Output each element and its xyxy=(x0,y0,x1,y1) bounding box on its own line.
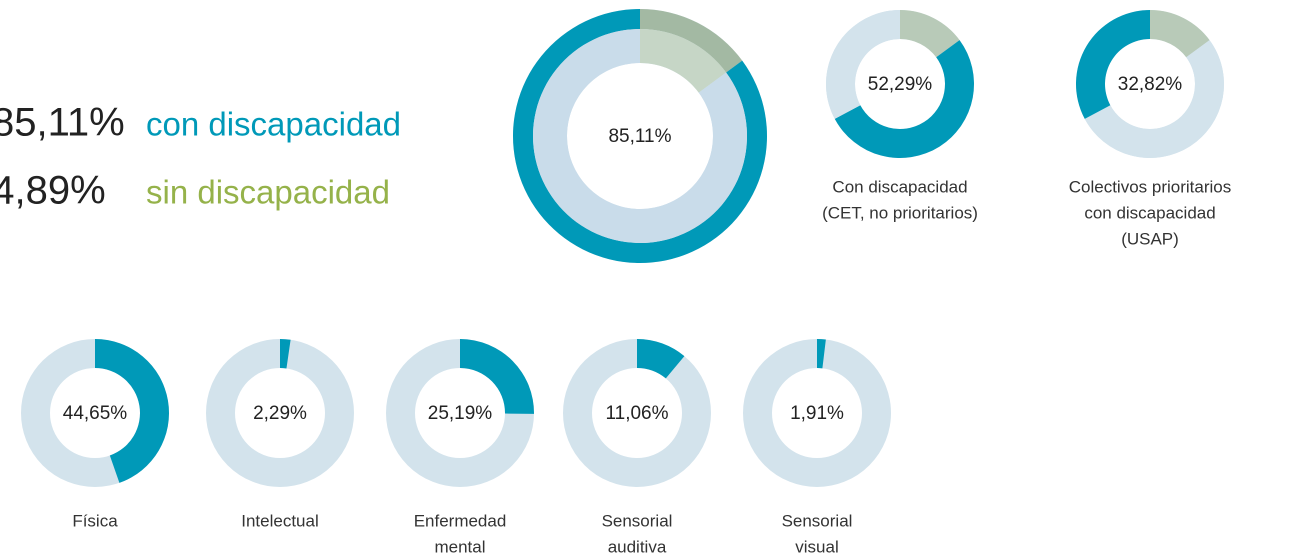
donut-segment xyxy=(834,40,975,159)
donut-segment xyxy=(1150,10,1210,58)
caption: visual xyxy=(795,537,838,556)
caption: con discapacidad xyxy=(1084,203,1215,222)
caption: Colectivos prioritarios xyxy=(1069,177,1232,196)
donut-segment xyxy=(640,9,743,73)
donut-segment xyxy=(460,339,535,414)
center-label: 11,06% xyxy=(605,403,668,424)
center-label: 32,82% xyxy=(1118,74,1183,95)
caption: mental xyxy=(434,537,485,556)
donut-segment xyxy=(1084,40,1225,159)
caption: Física xyxy=(72,511,118,530)
donut-segment xyxy=(280,339,291,369)
caption: (USAP) xyxy=(1121,229,1179,248)
donut-segment xyxy=(637,339,685,379)
caption: auditiva xyxy=(608,537,667,556)
summary-value: 14,89% xyxy=(0,169,106,213)
center-label: 2,29% xyxy=(253,403,307,424)
donut-segment xyxy=(826,10,900,119)
caption: Intelectual xyxy=(241,511,319,530)
summary-label: sin discapacidad xyxy=(146,174,390,211)
donut-segment xyxy=(817,339,826,369)
center-label: 1,91% xyxy=(790,403,844,424)
donut-segment-inner xyxy=(533,29,747,243)
donut-segment xyxy=(1076,10,1150,119)
center-label: 85,11% xyxy=(608,126,671,147)
donut-segment-inner xyxy=(640,29,727,93)
caption: Sensorial xyxy=(782,511,853,530)
center-label: 44,65% xyxy=(63,403,128,424)
caption: Enfermedad xyxy=(414,511,507,530)
donut-segment xyxy=(95,339,169,483)
summary-label: con discapacidad xyxy=(146,106,401,143)
caption: (CET, no prioritarios) xyxy=(822,203,978,222)
caption: Sensorial xyxy=(602,511,673,530)
summary-value: 85,11% xyxy=(0,101,125,145)
donut-segment xyxy=(900,10,960,58)
center-label: 52,29% xyxy=(868,74,933,95)
center-label: 25,19% xyxy=(428,403,493,424)
caption: Con discapacidad xyxy=(832,177,967,196)
